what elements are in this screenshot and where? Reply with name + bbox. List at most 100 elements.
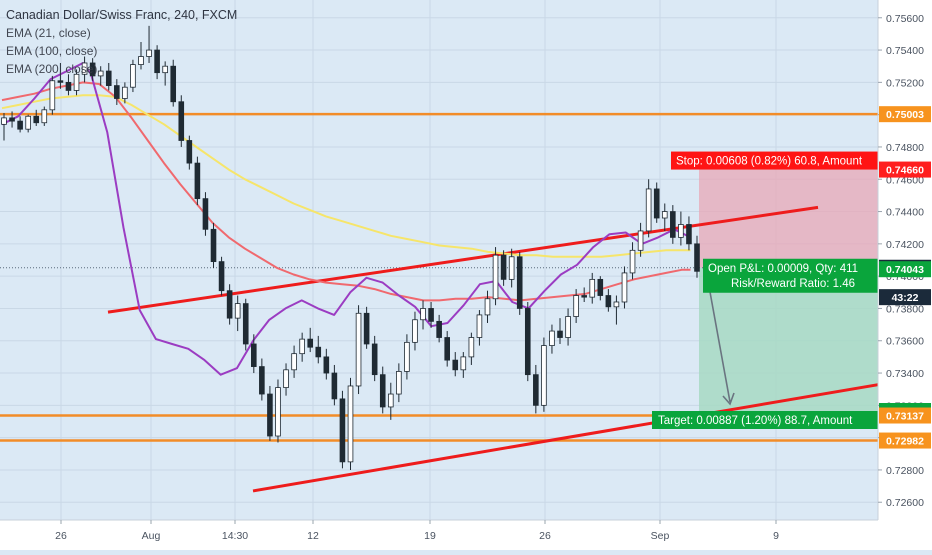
trend-lines — [107, 205, 879, 493]
candle-body — [33, 115, 40, 124]
candle-body — [25, 115, 31, 130]
candle-body — [154, 49, 160, 74]
candle-body — [637, 230, 644, 251]
price-tick-label: 0.75200 — [886, 77, 924, 89]
candle-body — [170, 65, 177, 103]
candle-body — [412, 319, 418, 343]
candle-body — [605, 295, 612, 308]
candle-body — [661, 211, 668, 219]
candle-body — [251, 343, 257, 367]
candle-body — [57, 80, 64, 83]
candle-body — [597, 278, 604, 296]
price-badge-label: 0.72982 — [886, 436, 924, 448]
candle-body — [275, 387, 281, 437]
price-badge-bg — [879, 106, 931, 123]
candle-body — [396, 371, 402, 395]
price-badge-label: 0.74660 — [886, 165, 924, 177]
price-badge-label: 0.74043 — [886, 264, 924, 276]
candle-body — [146, 49, 152, 57]
candle-body — [1, 117, 7, 125]
chart-title: Canadian Dollar/Swiss Franc, 240, FXCM — [6, 8, 238, 22]
candle-body — [9, 117, 15, 122]
stop-label: Stop: 0.00608 (0.82%) 60.8, Amount — [676, 156, 863, 168]
candle-body — [436, 320, 442, 338]
time-tick-label: 19 — [424, 530, 436, 542]
legend-ema-200: EMA (200, close) — [6, 62, 98, 76]
price-tick-label: 0.74200 — [886, 239, 924, 251]
candle-body — [130, 64, 136, 88]
candle-body — [460, 356, 467, 371]
target-label-bg — [652, 410, 878, 429]
price-badge-label: 0.73137 — [886, 411, 924, 423]
time-tick-label: 9 — [773, 530, 779, 542]
candle-body — [291, 353, 297, 371]
candle-body — [307, 338, 314, 348]
price-tick-label: 0.72800 — [886, 465, 924, 477]
candle-body — [492, 254, 499, 300]
price-badge-label: 0.75003 — [886, 109, 924, 121]
candle-body — [81, 62, 88, 75]
ema-100-line — [1, 81, 691, 302]
candle-body — [428, 308, 434, 322]
price-badge-bg — [879, 261, 931, 278]
candle-body — [202, 198, 209, 230]
candle-body — [484, 298, 491, 316]
candle-body — [694, 243, 700, 272]
candle-body — [533, 374, 539, 406]
price-tick-label: 0.72600 — [886, 497, 924, 509]
candle-body — [114, 85, 120, 99]
position-labels: Stop: 0.00608 (0.82%) 60.8, Amount Open P… — [652, 151, 878, 429]
trend-line — [107, 205, 819, 314]
stop-label-bg — [671, 151, 878, 170]
price-tick-label: 0.73800 — [886, 303, 924, 315]
time-axis[interactable] — [0, 520, 878, 550]
candle-body — [549, 330, 555, 346]
price-badge-bg — [879, 161, 931, 178]
candle-body — [162, 65, 168, 74]
candle-body — [178, 101, 185, 141]
candle-body — [686, 224, 692, 245]
candle-body — [363, 312, 370, 345]
candle-body — [645, 188, 652, 232]
target-label: Target: 0.00887 (1.20%) 88.7, Amount — [658, 415, 853, 427]
candle-body — [524, 308, 531, 376]
price-tick-label: 0.73600 — [886, 336, 924, 348]
pnl-label-bg — [703, 258, 878, 293]
candle-body — [581, 295, 587, 298]
stop-zone — [699, 169, 878, 268]
candle-body — [476, 314, 483, 338]
candle-body — [226, 290, 233, 319]
time-tick-label: 12 — [307, 530, 319, 542]
legend-ema-21: EMA (21, close) — [6, 26, 91, 40]
time-axis-ticks: 26 Aug 14:30 12 19 26 Sep 9 — [55, 520, 779, 542]
candle-body — [234, 303, 241, 319]
price-badges: 0.750030.746600.740520.7404343:220.73165… — [879, 106, 931, 449]
time-tick-label: 26 — [55, 530, 67, 542]
candle-body — [613, 301, 620, 308]
price-badge-label: 43:22 — [892, 292, 919, 304]
candle-body — [210, 228, 217, 263]
candle-body — [589, 278, 596, 298]
candle-body — [678, 224, 684, 238]
pnl-label: Open P&L: 0.00009, Qty: 411 — [708, 263, 858, 275]
candle-body — [629, 249, 636, 274]
candle-body — [653, 188, 660, 219]
candle-body — [186, 140, 193, 164]
price-tick-label: 0.75600 — [886, 13, 924, 25]
candle-body — [371, 343, 378, 376]
candle-body — [379, 374, 386, 408]
candle-body — [516, 256, 523, 309]
candle-body — [259, 366, 265, 395]
candle-body — [194, 162, 201, 200]
candle-body — [138, 56, 144, 65]
chart-legend: Canadian Dollar/Swiss Franc, 240, FXCM E… — [6, 6, 237, 78]
projection-arrow-head — [722, 392, 735, 406]
candle-body — [105, 70, 112, 86]
candle-body — [122, 86, 128, 99]
price-badge-bg — [879, 289, 931, 306]
price-tick-label: 0.73400 — [886, 368, 924, 380]
candle-body — [41, 109, 48, 124]
candle-body — [468, 337, 475, 358]
